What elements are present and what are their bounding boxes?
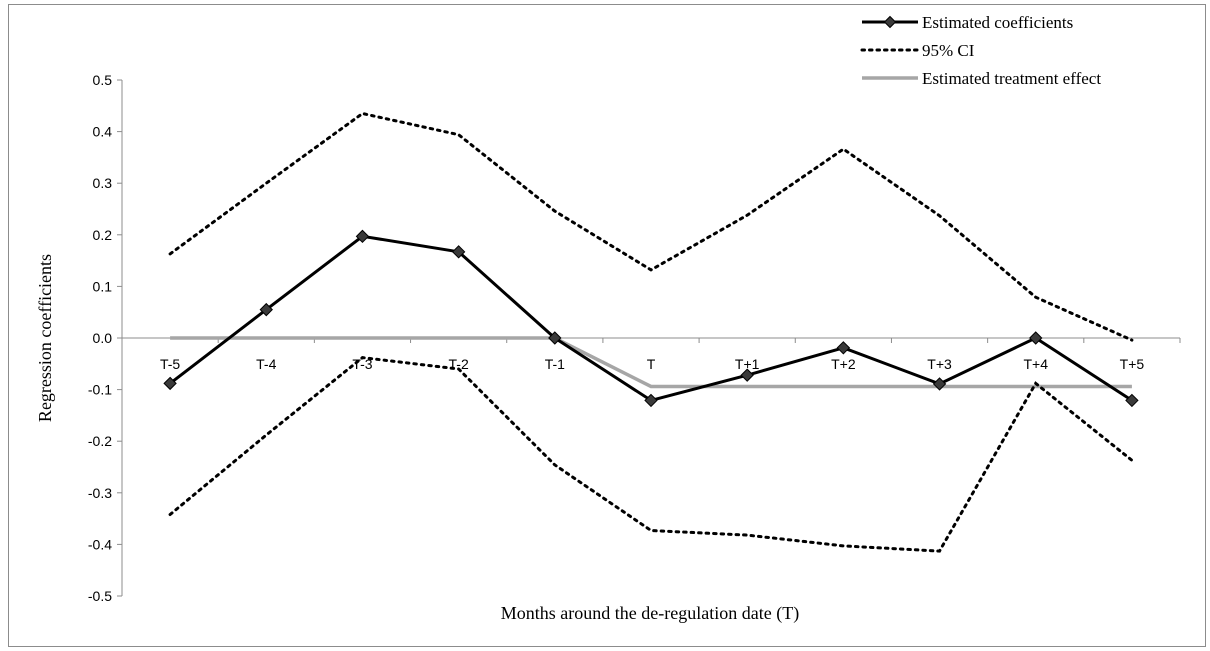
legend-label: Estimated treatment effect [922,69,1101,88]
y-tick-label: 0.5 [93,72,113,88]
x-tick-label: T+3 [927,356,952,372]
data-point-marker [740,368,754,382]
data-point-marker [1029,331,1043,345]
x-tick-label: T+1 [735,356,760,372]
y-tick-label: 0.4 [93,124,113,140]
x-tick-label: T+4 [1023,356,1048,372]
legend: Estimated coefficients 95% CI Estimated tr… [860,13,1101,88]
axes: 0.5 0.4 0.3 0.2 0.1 0.0 -0.1 -0.2 -0.3 -0.4 -0.5 T-… [88,72,1181,604]
data-point-marker [259,302,273,317]
x-tick-label: T+2 [831,356,856,372]
x-tick-label: T-4 [256,356,276,372]
legend-marker [883,15,897,29]
y-tick-label: -0.2 [88,433,112,449]
x-tick-label: T [647,356,656,372]
y-tick-label: -0.3 [88,485,112,501]
data-point-marker [932,377,947,391]
series-layer [163,111,1139,553]
95-ci-lower-line [168,356,1134,553]
data-point-marker [836,341,851,355]
x-tick-label: T-5 [160,356,180,372]
y-tick-label: -0.5 [88,588,112,604]
y-tick-label: -0.4 [88,536,112,552]
data-point-marker [644,393,658,408]
data-point-marker [163,376,177,391]
legend-label: Estimated coefficients [922,13,1073,32]
y-tick-label: 0.0 [93,330,113,346]
x-tick-label: T-1 [545,356,565,372]
y-tick-label: 0.3 [93,175,113,191]
x-axis-title: Months around the de-regulation date (T) [501,603,799,624]
y-tick-label: 0.1 [93,278,113,294]
y-axis-title: Regression coefficients [35,254,55,422]
data-point-marker [451,245,466,259]
estimated-treatment-effect-line [170,336,1132,389]
chart-frame [8,4,1206,647]
data-point-marker [355,229,370,244]
legend-label: 95% CI [922,41,975,60]
y-tick-label: 0.2 [93,227,113,243]
data-point-marker [548,331,562,345]
x-tick-label: T+5 [1120,356,1145,372]
data-point-marker [1125,393,1139,408]
95-ci-line [168,111,1134,342]
estimated-coefficients-line [169,234,1133,402]
y-tick-label: -0.1 [88,382,112,398]
